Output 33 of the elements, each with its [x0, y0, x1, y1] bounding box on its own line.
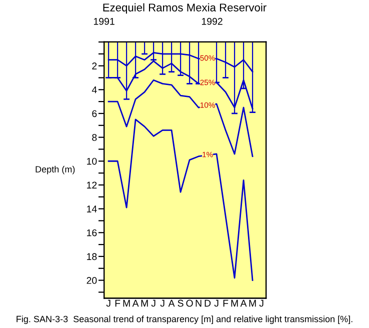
- y-tick-label: 8: [92, 134, 97, 141]
- x-tick-label: J: [214, 300, 218, 307]
- y-tick-label: 16: [87, 229, 97, 236]
- x-tick-label: M: [141, 300, 148, 307]
- x-tick-label: F: [115, 300, 120, 307]
- y-axis-title: Depth (m): [36, 166, 75, 174]
- x-tick-label: D: [204, 300, 211, 307]
- x-tick-label: A: [132, 300, 139, 307]
- y-tick-label: 4: [92, 86, 97, 94]
- x-tick-label: O: [186, 300, 193, 307]
- x-tick-label: M: [249, 300, 256, 307]
- x-tick-label: M: [123, 300, 130, 307]
- y-tick-label: 20: [86, 277, 97, 284]
- x-tick-label: M: [231, 300, 238, 307]
- x-tick-label: S: [178, 300, 184, 307]
- y-tick-label: 2: [92, 62, 97, 70]
- chart-title: Ezequiel Ramos Mexia Reservoir: [103, 3, 266, 14]
- x-tick-label: A: [240, 300, 247, 307]
- x-tick-label: J: [160, 300, 164, 307]
- x-tick-label: J: [106, 300, 110, 307]
- y-tick-label: 10: [87, 158, 97, 165]
- x2-tick-label: 1991: [94, 18, 114, 25]
- x-tick-label: J: [151, 300, 156, 307]
- x2-tick-label: 1992: [202, 18, 222, 25]
- y-tick-label: 6: [92, 110, 97, 118]
- y-tick-label: 18: [87, 253, 97, 260]
- x-tick-label: J: [259, 300, 264, 307]
- x-tick-label: N: [196, 300, 202, 307]
- x-tick-label: A: [168, 300, 175, 307]
- x-tick-label: F: [223, 300, 228, 307]
- text: Fig. SAN-3-3 Seasonal trend of transparency [m] and relative light transmission [%].: [16, 316, 352, 324]
- y-tick-label: 14: [87, 206, 97, 212]
- y-tick-label: 12: [87, 182, 97, 188]
